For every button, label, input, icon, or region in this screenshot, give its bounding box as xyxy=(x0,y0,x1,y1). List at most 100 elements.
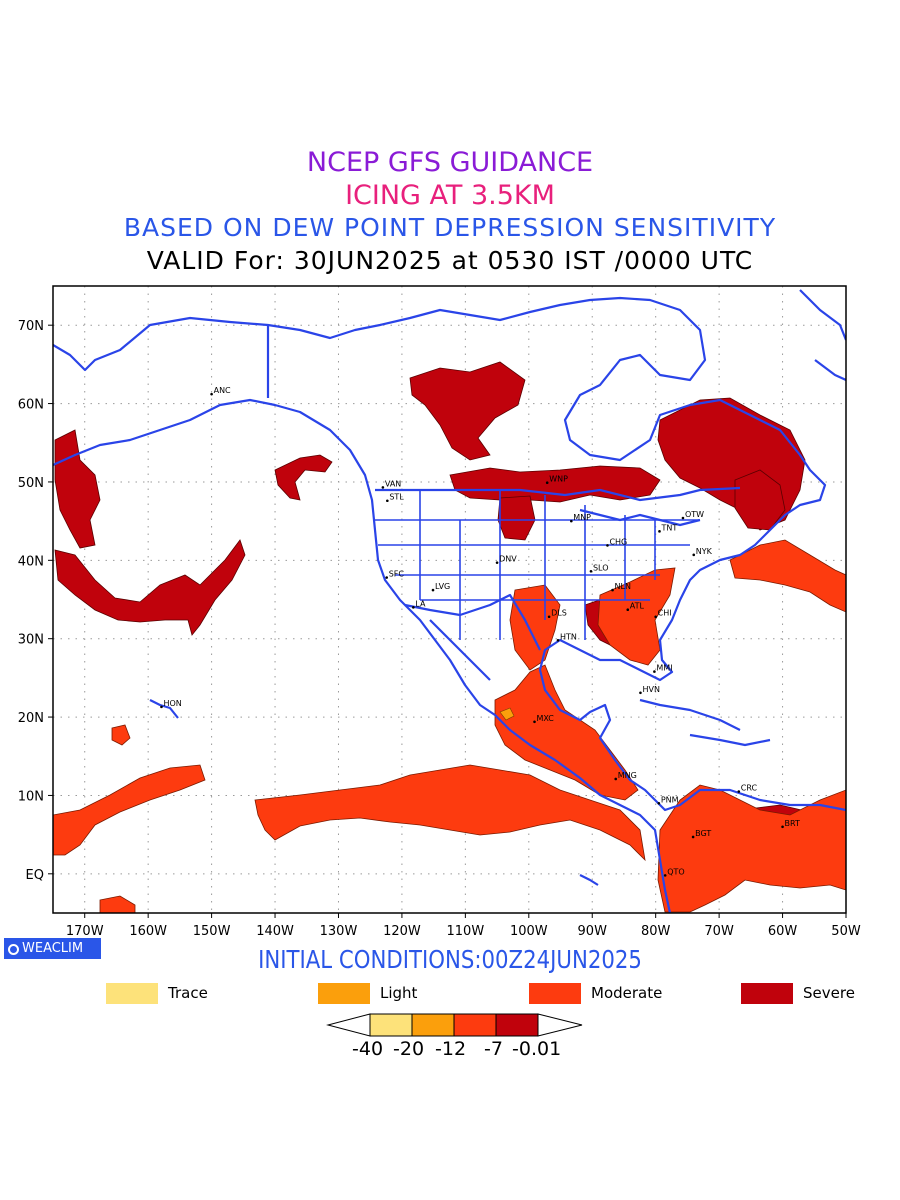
city-label: MXC xyxy=(537,714,555,723)
x-tick-label: 100W xyxy=(510,924,548,939)
x-tick-label: 90W xyxy=(578,924,608,939)
city-marker xyxy=(614,777,618,781)
x-tick-label: 80W xyxy=(641,924,671,939)
initial-conditions: INITIAL CONDITIONS:00Z24JUN2025 xyxy=(258,945,642,974)
light-region-mexico xyxy=(499,707,515,721)
colorbar xyxy=(326,1013,583,1037)
city-marker xyxy=(385,576,388,579)
city-marker xyxy=(781,825,784,829)
city-marker xyxy=(737,790,741,793)
city-label: BGT xyxy=(695,829,711,838)
city-marker xyxy=(160,705,163,709)
moderate-region-east-pacific xyxy=(254,764,646,862)
colorbar-right-arrow xyxy=(537,1013,583,1037)
city-marker xyxy=(691,835,695,839)
x-tick-label: 60W xyxy=(768,924,798,939)
moderate-region-south-pacific xyxy=(99,895,136,913)
city-label: LA xyxy=(415,599,426,608)
city-marker xyxy=(533,720,536,724)
city-label: DNV xyxy=(499,555,517,564)
city-marker xyxy=(589,569,593,573)
moderate-region-equatorial-pacific xyxy=(53,764,206,856)
city-label: ATL xyxy=(630,602,645,611)
colorbar-bin-moderate xyxy=(453,1013,497,1037)
city-marker xyxy=(606,544,609,547)
city-marker xyxy=(681,516,685,520)
colorbar-label: -0.01 xyxy=(512,1038,562,1060)
city-label: NLN xyxy=(615,582,631,591)
legend-moderate-label: Moderate xyxy=(591,984,663,1002)
city-marker xyxy=(545,481,549,485)
city-marker xyxy=(658,530,661,533)
city-marker xyxy=(547,615,551,619)
map-frame xyxy=(52,285,847,914)
x-tick-label: 130W xyxy=(320,924,358,939)
city-marker xyxy=(639,691,642,695)
moderate-region-atlantic xyxy=(729,539,846,613)
colorbar-labels: -40 -20 -12 -7 -0.01 xyxy=(0,1038,900,1064)
weaclim-badge: WEACLIM xyxy=(4,938,101,959)
city-marker xyxy=(412,606,415,609)
city-label: PNM xyxy=(661,795,679,804)
moderate-region-mexico-central-america xyxy=(494,664,639,801)
city-label: QTO xyxy=(667,867,684,876)
city-label: TNT xyxy=(660,523,677,532)
y-tick-label: 30N xyxy=(18,633,44,648)
x-tick-label: 150W xyxy=(193,924,231,939)
city-label: NYK xyxy=(696,547,713,556)
severe-region-east-canada xyxy=(734,469,786,531)
legend-severe-label: Severe xyxy=(803,984,855,1002)
y-tick-label: 40N xyxy=(18,554,44,569)
city-label: HON xyxy=(163,699,181,708)
coastlines xyxy=(53,289,846,913)
icing-fields xyxy=(53,289,846,913)
city-label: CRC xyxy=(741,784,758,793)
legend-light-swatch xyxy=(318,983,370,1004)
x-tick-label: 140W xyxy=(256,924,294,939)
city-marker xyxy=(381,486,385,489)
x-tick-label: 120W xyxy=(383,924,421,939)
city-label: LVG xyxy=(435,582,450,591)
city-label: ANC xyxy=(214,386,231,395)
legend-light-label: Light xyxy=(380,984,418,1002)
city-label: CHG xyxy=(609,537,627,546)
city-marker xyxy=(431,588,435,592)
severe-region-gulf-of-alaska xyxy=(274,454,333,501)
city-label: OTW xyxy=(685,510,704,519)
y-tick-label: 70N xyxy=(18,319,44,334)
city-label: STL xyxy=(389,493,404,502)
legend-severe-swatch xyxy=(741,983,793,1004)
severe-region-north-pacific xyxy=(54,539,246,636)
x-tick-label: 50W xyxy=(831,924,861,939)
y-tick-label: 50N xyxy=(18,476,44,491)
city-label: MNP xyxy=(573,513,591,522)
colorbar-label: -7 xyxy=(484,1038,503,1060)
city-marker xyxy=(654,615,657,619)
moderate-region-hawaii xyxy=(111,724,131,746)
city-marker xyxy=(495,561,499,564)
colorbar-label: -40 xyxy=(352,1038,384,1060)
colorbar-bin-trace xyxy=(369,1013,413,1037)
city-label: HVN xyxy=(642,685,659,694)
city-marker xyxy=(626,608,630,611)
city-marker xyxy=(653,670,656,673)
x-tick-label: 110W xyxy=(447,924,485,939)
city-label: DLS xyxy=(551,609,567,618)
title-method: BASED ON DEW POINT DEPRESSION SENSITIVIT… xyxy=(123,213,777,242)
city-marker xyxy=(386,499,389,503)
colorbar-bin-severe xyxy=(495,1013,539,1037)
legend-moderate-swatch xyxy=(529,983,581,1004)
city-label: MNG xyxy=(618,771,637,780)
colorbar-label: -20 xyxy=(393,1038,425,1060)
city-label: SLO xyxy=(593,563,609,572)
weaclim-logo-icon xyxy=(8,944,19,955)
moderate-region-southeast-us xyxy=(597,567,676,666)
city-marker xyxy=(611,588,614,592)
y-tick-label: 20N xyxy=(18,711,44,726)
city-label: CHI xyxy=(658,609,672,618)
city-label: VAN xyxy=(385,479,401,488)
axis-ticks: 170W 160W 150W 140W 130W 120W 110W 100W 90W 80W 70… xyxy=(18,319,861,939)
title-model: NCEP GFS GUIDANCE xyxy=(306,147,594,178)
y-tick-label: EQ xyxy=(26,868,44,883)
